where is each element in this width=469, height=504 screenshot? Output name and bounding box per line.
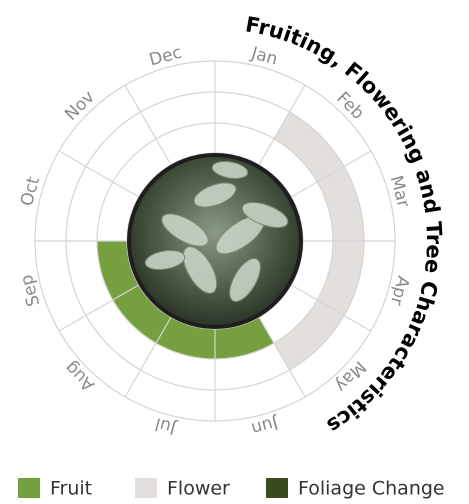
chart: Fruiting, Flowering and Tree Characteris… [0,0,469,504]
legend-swatch [18,478,40,498]
photo [129,155,301,327]
legend-label: Fruit [50,478,92,500]
legend-label: Flower [167,478,230,500]
legend-label: Foliage Change [298,478,445,500]
legend-swatch [266,478,288,498]
legend-swatch [135,478,157,498]
